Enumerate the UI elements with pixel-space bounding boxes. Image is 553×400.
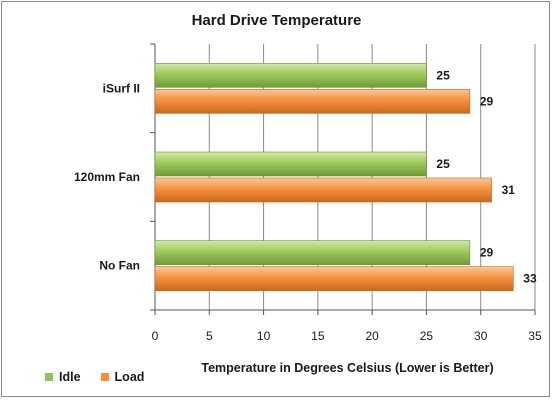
x-axis-label: Temperature in Degrees Celsius (Lower is… [201, 361, 494, 375]
x-tick-label: 0 [152, 329, 159, 343]
legend-label-idle: Idle [59, 370, 81, 384]
category-label: 120mm Fan [74, 170, 140, 184]
chart-title: Hard Drive Temperature [191, 12, 362, 29]
x-tick-label: 30 [474, 329, 488, 343]
x-tick-label: 5 [206, 329, 213, 343]
legend-swatch-idle [45, 373, 53, 381]
data-label: 25 [436, 68, 450, 82]
data-label: 33 [523, 272, 537, 286]
bar-idle [154, 240, 471, 265]
x-tick-label: 25 [420, 329, 434, 343]
x-tick-label: 35 [528, 329, 542, 343]
data-label: 29 [480, 246, 494, 260]
bar-idle [154, 151, 427, 177]
bar-load [154, 89, 471, 114]
category-label: No Fan [99, 259, 140, 273]
x-tick-label: 20 [365, 329, 379, 343]
bar-load [154, 177, 492, 203]
data-label: 29 [480, 94, 494, 108]
category-label: iSurf II [103, 81, 140, 95]
legend-item-load: Load [100, 370, 145, 384]
legend-item-idle: Idle [45, 370, 81, 384]
legend-label-load: Load [114, 370, 145, 384]
data-label: 25 [436, 157, 450, 171]
x-tick-label: 10 [257, 329, 271, 343]
bar-load [154, 266, 514, 291]
bar-idle [154, 63, 427, 88]
legend: Idle Load [45, 370, 164, 384]
legend-swatch-load [100, 373, 109, 381]
data-label: 31 [502, 183, 516, 197]
x-tick-label: 15 [311, 329, 325, 343]
